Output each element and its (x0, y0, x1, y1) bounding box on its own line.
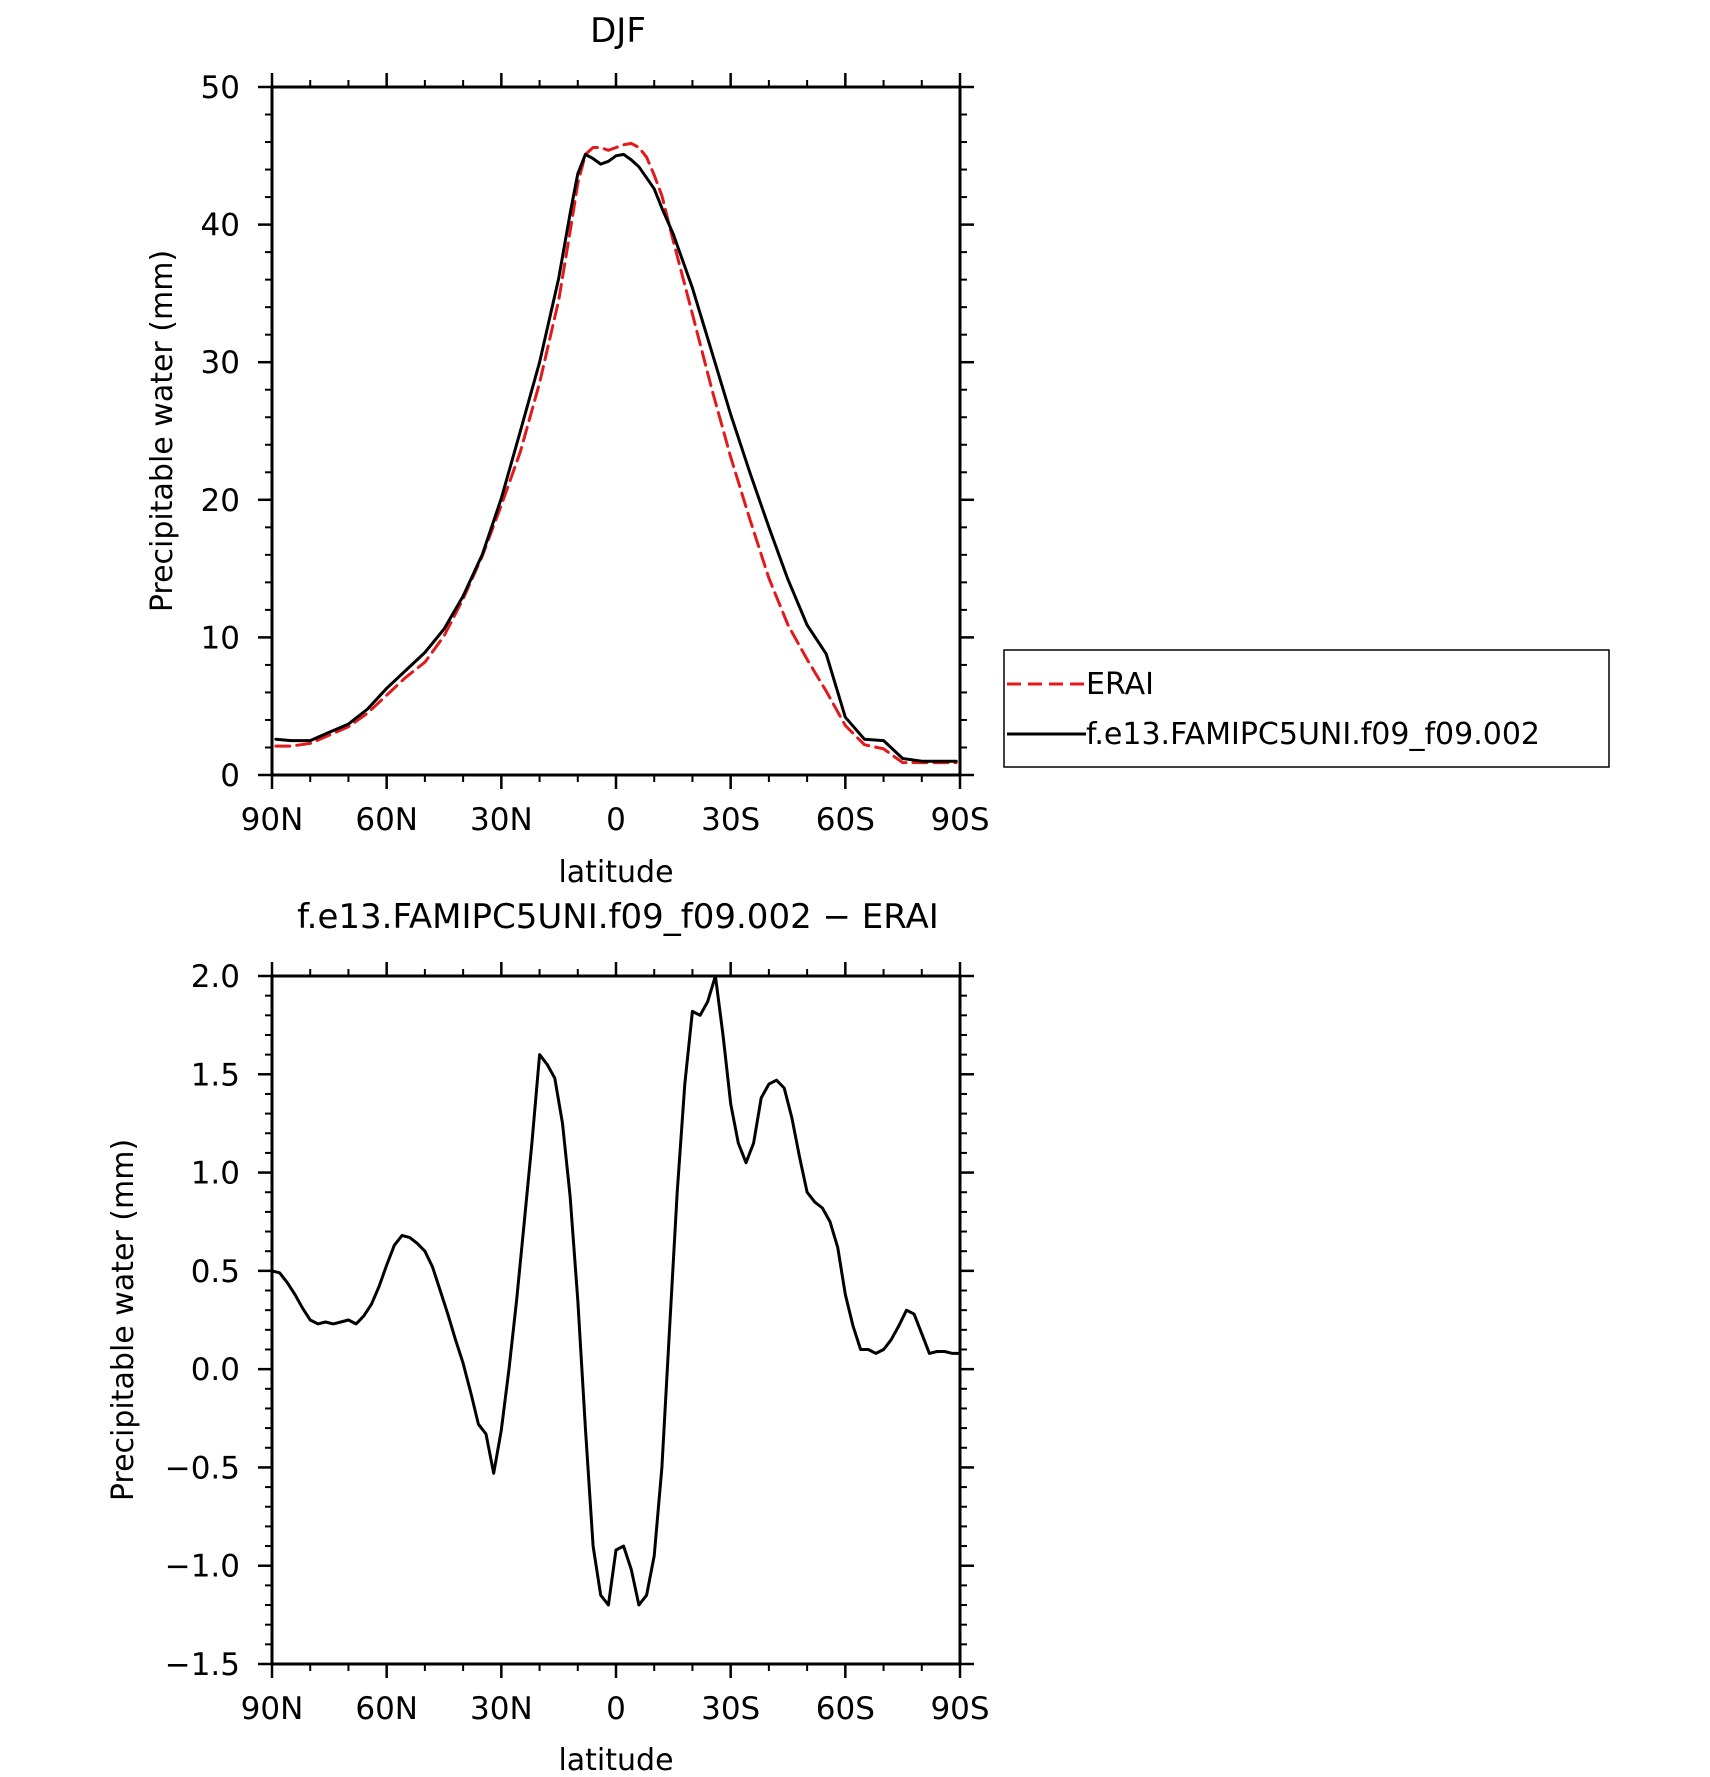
bottom-x-tick-label: 60S (816, 1691, 875, 1727)
top-y-tick-label: 10 (201, 620, 240, 656)
bottom-x-tick-label: 90N (241, 1691, 304, 1727)
bottom-series-line-0 (270, 974, 962, 1607)
bottom-series-lines (270, 974, 962, 1607)
bottom-y-tick-label: 0.0 (191, 1352, 240, 1388)
bottom-x-tick-label: 30N (470, 1691, 533, 1727)
bottom-x-tick-label: 60N (355, 1691, 418, 1727)
top-chart-panel: DJF 90N 60N 30N 0 30S 60S 90S 0 10 20 30 40 50 latit… (145, 11, 990, 890)
bottom-chart-panel: f.e13.FAMIPC5UNI.f09_f09.002 − ERAI 90N 6… (106, 897, 990, 1777)
top-x-tick-label: 60S (816, 802, 875, 838)
top-y-tick-label: 0 (220, 758, 240, 794)
chart-legend: ERAI f.e13.FAMIPC5UNI.f09_f09.002 (1003, 649, 1610, 768)
bottom-x-tick-label: 30S (701, 1691, 760, 1727)
top-y-tick-label: 50 (201, 70, 240, 106)
top-axis-ticks: 90N 60N 30N 0 30S 60S 90S 0 10 20 30 40 50 (201, 70, 990, 838)
top-series-lines (274, 141, 958, 765)
top-series-line-1 (274, 152, 958, 763)
top-x-tick-label: 30S (701, 802, 760, 838)
top-y-tick-label: 30 (201, 345, 240, 381)
top-x-tick-label: 60N (355, 802, 418, 838)
bottom-y-tick-label: 2.0 (191, 959, 240, 995)
legend-model-label: f.e13.FAMIPC5UNI.f09_f09.002 (1086, 717, 1540, 752)
top-series-line-0 (274, 141, 958, 765)
bottom-y-tick-label: −1.0 (165, 1549, 240, 1585)
top-x-tick-label: 0 (606, 802, 626, 838)
top-chart-title: DJF (590, 11, 646, 51)
top-y-tick-label: 20 (201, 483, 240, 519)
top-x-axis-label: latitude (558, 855, 673, 890)
top-x-tick-label: 90N (241, 802, 304, 838)
bottom-y-axis-label: Precipitable water (mm) (106, 1139, 141, 1501)
bottom-x-tick-label: 0 (606, 1691, 626, 1727)
legend-box (1003, 649, 1610, 768)
bottom-y-tick-label: −0.5 (165, 1450, 240, 1486)
top-x-tick-label: 30N (470, 802, 533, 838)
bottom-y-tick-label: 1.5 (191, 1057, 240, 1093)
bottom-chart-title: f.e13.FAMIPC5UNI.f09_f09.002 − ERAI (297, 897, 939, 937)
bottom-x-axis-label: latitude (558, 1743, 673, 1777)
top-y-axis-label: Precipitable water (mm) (145, 250, 180, 612)
bottom-y-tick-label: −1.5 (165, 1647, 240, 1683)
bottom-y-tick-label: 0.5 (191, 1254, 240, 1290)
bottom-y-tick-label: 1.0 (191, 1156, 240, 1192)
top-y-tick-label: 40 (201, 208, 240, 244)
top-x-tick-label: 90S (930, 802, 989, 838)
legend-erai-label: ERAI (1086, 667, 1154, 702)
bottom-x-tick-label: 90S (930, 1691, 989, 1727)
top-plot-frame (270, 85, 962, 777)
bottom-axis-ticks: 90N 60N 30N 0 30S 60S 90S −1.5 −1.0 −0.5 0.0 0.5 1.0… (165, 959, 990, 1727)
